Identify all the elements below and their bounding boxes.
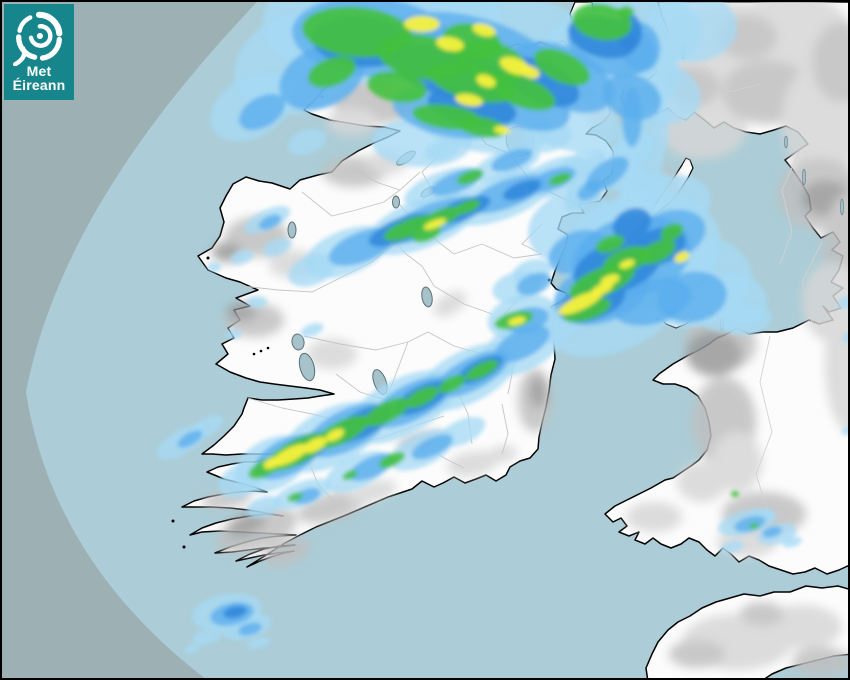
rain-cell (841, 425, 848, 435)
rain-cell (534, 48, 590, 86)
rain-cell (258, 214, 282, 230)
rain-cell (405, 386, 439, 408)
rain-cell (303, 437, 327, 453)
rain-cell (287, 128, 327, 156)
rain-cell (600, 274, 620, 286)
rain-cell (293, 487, 321, 505)
rain-cell (734, 516, 766, 532)
radar-range-boundary (2, 2, 257, 678)
logo-text-line2: Éireann (12, 77, 66, 93)
rain-cell (842, 331, 848, 343)
rain-cell (423, 218, 447, 230)
rain-cell (239, 93, 285, 131)
rain-cell (325, 428, 345, 442)
rain-cell (457, 116, 507, 138)
rain-cell (238, 622, 262, 636)
rain-cell (647, 2, 737, 62)
rain-cell (782, 536, 802, 548)
met-eireann-logo: Met Éireann (4, 4, 74, 100)
rain-cell (516, 272, 552, 296)
rain-cell (223, 605, 247, 619)
rain-cell (618, 6, 634, 18)
rain-cell (494, 325, 550, 363)
rain-cell (619, 259, 635, 269)
rain-cell (364, 397, 410, 427)
rain-cell (287, 492, 303, 502)
rain-cell (177, 430, 203, 448)
rain-cell (722, 304, 772, 336)
cyclone-swirl-icon (12, 11, 63, 66)
rain-cell (465, 359, 499, 381)
rain-cell (595, 234, 625, 254)
rain-cell (453, 199, 481, 215)
rain-cell (383, 214, 437, 242)
rain-cell (184, 644, 200, 654)
rain-cell (404, 16, 440, 32)
rain-cell (503, 179, 541, 201)
rain-cell (271, 443, 309, 467)
rain-cell (436, 36, 464, 52)
rain-cell (262, 237, 292, 257)
rain-cell (308, 56, 356, 88)
rain-cell (472, 23, 496, 37)
rain-cell (424, 139, 460, 161)
rain-cell (230, 249, 254, 265)
rain-cell (367, 71, 427, 103)
rain-cell (638, 239, 676, 265)
rain-cell (263, 456, 281, 470)
rain-cell (548, 172, 572, 186)
rain-cell (476, 74, 496, 88)
rain-cell (837, 295, 848, 309)
rain-cell (192, 629, 222, 645)
logo-text-line1: Met (26, 63, 52, 79)
rain-cell (558, 291, 602, 315)
rain-cell (379, 451, 405, 469)
rain-cell (247, 637, 271, 649)
rain-cell (731, 491, 739, 497)
rain-cell (572, 3, 632, 41)
rain-cell (247, 296, 267, 308)
rain-cell (720, 540, 744, 554)
rain-cell (342, 470, 358, 480)
rain-cell (563, 297, 611, 323)
rain-cell (749, 522, 759, 530)
rain-cell (207, 262, 221, 272)
rain-cell (455, 93, 483, 107)
rain-cell (491, 148, 533, 172)
rain-cell (438, 374, 466, 394)
rain-cell (520, 65, 540, 79)
rain-cell (612, 278, 692, 326)
rain-cell (494, 125, 510, 135)
rain-cell (411, 434, 453, 460)
rain-cell (288, 253, 336, 287)
rain-cell (226, 329, 242, 339)
rain-cell (508, 316, 526, 326)
rain-cell (762, 526, 782, 538)
rain-cell (412, 225, 442, 243)
rain-cell (660, 223, 684, 241)
rain-cell (456, 169, 484, 185)
rain-cell (612, 207, 652, 241)
rain-layer (157, 2, 848, 654)
rain-cell (300, 323, 324, 337)
rain-cell (246, 495, 282, 519)
rain-cell (577, 179, 603, 201)
rain-cell (622, 87, 642, 147)
rain-cell (674, 251, 690, 263)
